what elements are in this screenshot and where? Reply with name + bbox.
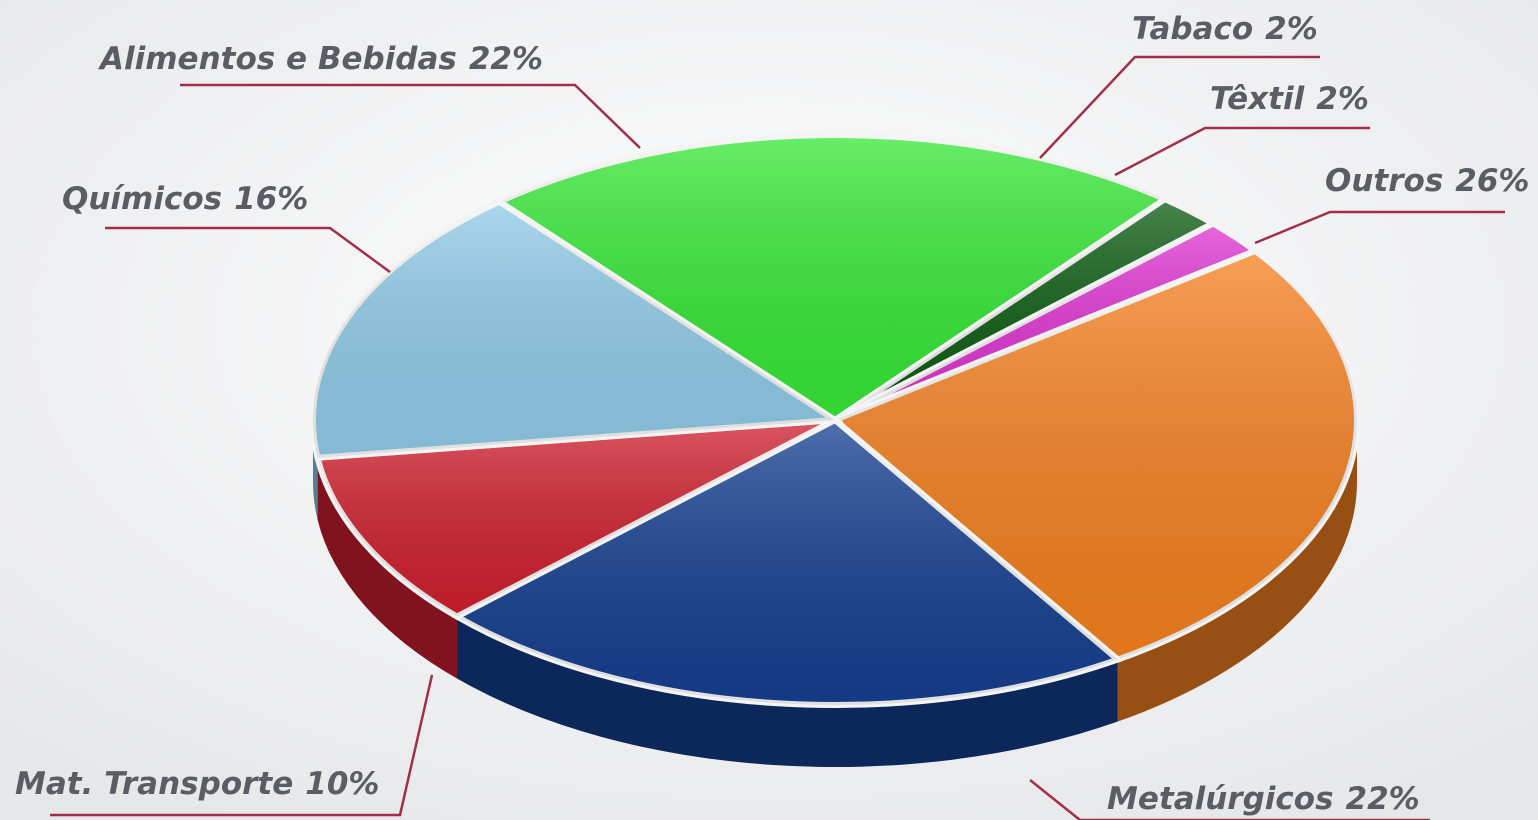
category-name: Metalúrgicos [1107, 781, 1334, 817]
value-label: 16% [234, 181, 308, 217]
category-name: Outros [1325, 163, 1443, 199]
slice-side [1117, 420, 1357, 722]
value-label: 22% [1346, 781, 1420, 817]
slice-label: Mat. Transporte 10% [15, 766, 379, 802]
labels: Alimentos e Bebidas 22% Tabaco 2% Têxtil 2% Ou… [15, 11, 1529, 820]
slice-label: Outros 26% [1325, 163, 1529, 199]
slice-shine [835, 223, 1256, 420]
slice-shine [835, 250, 1357, 660]
leader-line [1114, 126, 1370, 177]
slice-label: Químicos 16% [62, 181, 308, 217]
leader-line [50, 674, 434, 817]
slice-shine [317, 420, 836, 617]
slice-label: Tabaco 2% [1132, 11, 1318, 47]
category-name: Mat. Transporte [15, 766, 293, 802]
slice-shine [499, 135, 1165, 421]
value-label: 10% [305, 766, 379, 802]
value-label: 26% [1455, 163, 1529, 199]
leader-line [105, 226, 391, 274]
slice-side [456, 616, 1118, 767]
leader-line [1039, 55, 1320, 159]
slice-shine [313, 201, 835, 458]
pie-tops [310, 132, 1360, 708]
slice-shine [835, 199, 1214, 420]
leader-line [180, 83, 641, 149]
category-name: Alimentos e Bebidas [97, 41, 457, 77]
slice-label: Têxtil 2% [1210, 81, 1369, 117]
slice-label: Alimentos e Bebidas 22% [97, 41, 543, 77]
value-label: 2% [1265, 11, 1318, 47]
leader-line [1029, 779, 1430, 820]
value-label: 22% [469, 41, 543, 77]
value-label: 2% [1316, 81, 1369, 117]
slice-shine [456, 420, 1118, 705]
leader-line [1254, 210, 1505, 245]
slice-label: Metalúrgicos 22% [1107, 781, 1420, 817]
category-name: Têxtil [1210, 81, 1305, 117]
category-name: Químicos [62, 181, 222, 217]
category-name: Tabaco [1132, 11, 1253, 47]
